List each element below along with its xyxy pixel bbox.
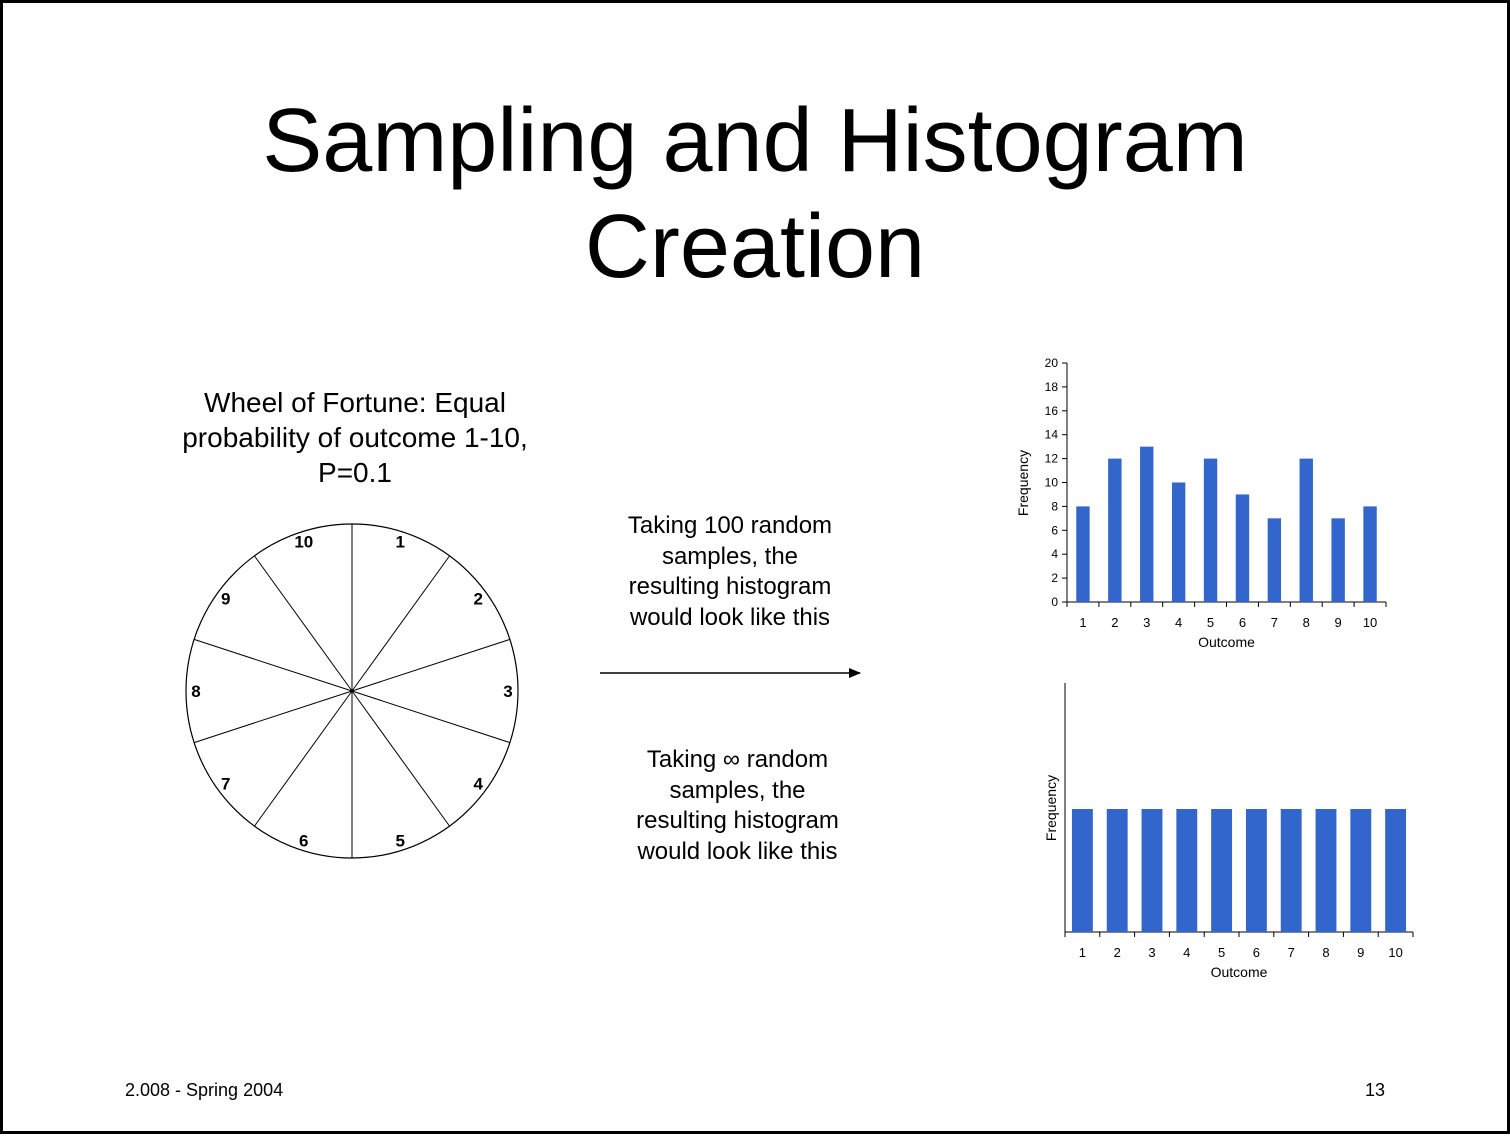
- y-tick-label: 16: [1045, 404, 1059, 418]
- bar: [1140, 446, 1154, 602]
- x-tick-label: 3: [1148, 945, 1155, 960]
- bar: [1299, 458, 1313, 602]
- x-tick-label: 7: [1288, 945, 1295, 960]
- y-tick-label: 0: [1051, 595, 1058, 609]
- caption-100-samples: Taking 100 random samples, the resulting…: [585, 511, 875, 633]
- caption-bottom-line: Taking ∞ random: [646, 746, 829, 773]
- caption-bottom-line: samples, the: [669, 776, 806, 804]
- wheel-segment-label: 6: [299, 831, 308, 850]
- bar: [1211, 809, 1233, 932]
- x-tick-label: 1: [1079, 945, 1086, 960]
- x-axis-title: Outcome: [1198, 634, 1255, 650]
- slide-title: Sampling and Histogram Creation: [0, 88, 1510, 300]
- x-tick-label: 4: [1175, 615, 1182, 630]
- caption-bottom-line: would look like this: [637, 837, 838, 865]
- wheel-divider: [193, 690, 353, 744]
- x-tick-label: 2: [1111, 615, 1118, 630]
- slide-number: 13: [1364, 1080, 1385, 1100]
- wheel-segment-label: 10: [294, 533, 313, 552]
- y-tick-label: 14: [1045, 428, 1059, 442]
- wheel-segment-label: 9: [221, 590, 230, 609]
- x-tick-label: 7: [1271, 615, 1278, 630]
- wheel-segment-label: 8: [191, 682, 200, 701]
- histogram-infinite-samples: 1 2 3 4 5 6 7 8 9 10 Outcome Frequency: [1043, 683, 1414, 980]
- bar: [1385, 809, 1407, 932]
- y-tick-label: 2: [1051, 571, 1058, 585]
- y-tick-label: 12: [1045, 452, 1059, 466]
- caption-top-line: samples, the: [661, 542, 799, 570]
- y-tick-label: 6: [1051, 523, 1058, 537]
- wheel-divider: [351, 690, 450, 827]
- bar: [1203, 458, 1218, 602]
- x-tick-label: 6: [1239, 615, 1246, 630]
- wheel-divider: [254, 690, 353, 827]
- caption-bottom-line: resulting histogram: [636, 807, 839, 834]
- y-axis-title: Frequency: [1015, 450, 1031, 516]
- x-tick-label: 9: [1335, 615, 1342, 630]
- bar: [1071, 809, 1093, 932]
- bar: [1106, 809, 1128, 932]
- y-tick-label: 20: [1045, 356, 1059, 370]
- bar: [1171, 482, 1186, 602]
- bar: [1315, 809, 1337, 932]
- y-tick-label: 18: [1045, 380, 1059, 394]
- y-tick-label: 4: [1051, 547, 1058, 561]
- bar: [1267, 518, 1282, 602]
- bar: [1076, 506, 1090, 602]
- bar: [1245, 809, 1267, 932]
- caption-top-line: Taking 100 random: [627, 512, 833, 539]
- wheel-of-fortune: 1 2 3 4 5 6 7 8 9 10: [185, 523, 519, 859]
- x-tick-label: 8: [1322, 945, 1329, 960]
- wheel-segment-label: 1: [395, 533, 404, 552]
- bar: [1363, 506, 1377, 602]
- bar: [1141, 809, 1163, 932]
- x-tick-label: 5: [1218, 945, 1225, 960]
- title-line-1: Sampling and Histogram: [262, 91, 1248, 191]
- wheel-divider: [351, 555, 450, 692]
- bar: [1235, 494, 1250, 602]
- caption-infinite-samples: Taking ∞ random samples, the resulting h…: [590, 745, 885, 867]
- bar: [1280, 809, 1302, 932]
- x-tick-label: 9: [1357, 945, 1364, 960]
- bar: [1176, 809, 1198, 932]
- wheel-caption-line-2: probability of outcome 1-10,: [182, 422, 528, 453]
- x-axis-title: Outcome: [1211, 964, 1268, 980]
- x-tick-label: 6: [1253, 945, 1260, 960]
- y-tick-label: 8: [1051, 499, 1058, 513]
- wheel-segment-label: 3: [503, 682, 512, 701]
- caption-top-line: would look like this: [629, 603, 831, 631]
- y-tick-label: 10: [1045, 476, 1059, 490]
- wheel-segment-label: 2: [474, 590, 483, 609]
- wheel-segment-label: 7: [221, 774, 230, 793]
- x-tick-label: 4: [1183, 945, 1190, 960]
- y-axis-title: Frequency: [1043, 775, 1059, 841]
- wheel-divider: [351, 690, 511, 744]
- x-tick-label: 5: [1207, 615, 1214, 630]
- x-tick-label: 8: [1303, 615, 1310, 630]
- x-tick-label: 3: [1143, 615, 1150, 630]
- title-line-2: Creation: [584, 197, 926, 297]
- wheel-divider: [351, 638, 511, 692]
- wheel-divider: [193, 638, 353, 692]
- footer-course: 2.008 - Spring 2004: [125, 1080, 284, 1100]
- bar: [1331, 518, 1345, 602]
- caption-top-line: resulting histogram: [628, 573, 832, 600]
- wheel-segment-label: 5: [395, 831, 404, 850]
- bar: [1108, 458, 1122, 602]
- wheel-caption: Wheel of Fortune: Equal probability of o…: [155, 385, 555, 490]
- x-tick-label: 10: [1388, 945, 1402, 960]
- wheel-divider: [254, 555, 353, 692]
- wheel-segment-label: 4: [474, 774, 484, 793]
- x-tick-label: 1: [1079, 615, 1086, 630]
- wheel-caption-line-1: Wheel of Fortune: Equal: [204, 387, 506, 418]
- bar: [1350, 809, 1372, 932]
- x-tick-label: 10: [1363, 615, 1377, 630]
- wheel-caption-line-3: P=0.1: [318, 457, 392, 488]
- x-tick-label: 2: [1114, 945, 1121, 960]
